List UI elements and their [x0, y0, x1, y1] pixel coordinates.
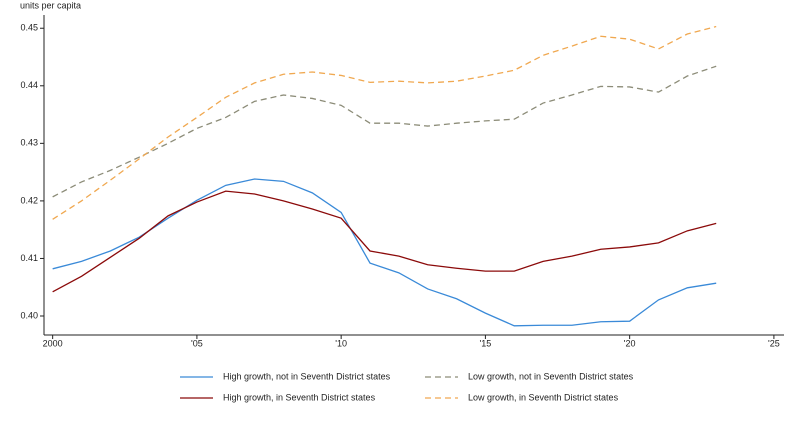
series-line [52, 65, 717, 198]
y-tick-label: 0.42 [20, 195, 38, 205]
y-tick-label: 0.40 [20, 310, 38, 320]
legend-label: Low growth, not in Seventh District stat… [468, 371, 634, 381]
legend-label: Low growth, in Seventh District states [468, 392, 619, 402]
x-tick-label: 2000 [43, 338, 63, 348]
y-tick-label: 0.41 [20, 253, 38, 263]
x-tick-label: '25 [768, 338, 780, 348]
series-line [52, 178, 717, 327]
y-tick-label: 0.45 [20, 23, 38, 33]
y-tick-label: 0.44 [20, 80, 38, 90]
x-tick-label: '15 [480, 338, 492, 348]
x-tick-label: '20 [624, 338, 636, 348]
y-tick-label: 0.43 [20, 138, 38, 148]
x-tick-label: '05 [191, 338, 203, 348]
y-axis-label: units per capita [20, 0, 81, 10]
legend-label: High growth, in Seventh District states [223, 392, 376, 402]
x-tick-label: '10 [335, 338, 347, 348]
legend-label: High growth, not in Seventh District sta… [223, 371, 391, 381]
series-line [52, 190, 717, 293]
series-line [52, 25, 717, 220]
